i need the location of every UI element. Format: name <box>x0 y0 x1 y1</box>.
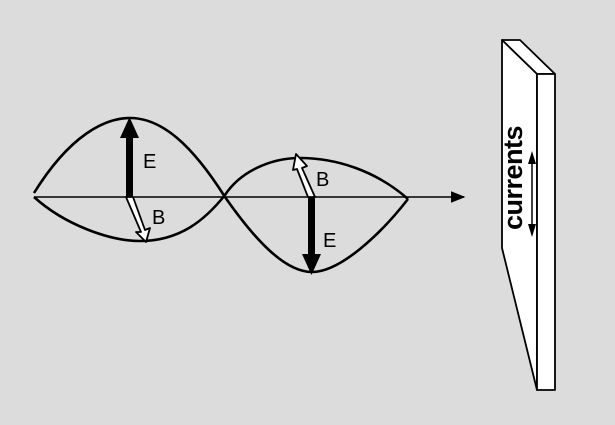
plate-side-face <box>536 73 556 391</box>
b-field-arrow-down <box>125 196 151 243</box>
e-field-label-1: E <box>143 151 156 173</box>
conducting-plate <box>501 39 556 391</box>
e-field-label-2: E <box>323 230 336 252</box>
e-field-arrow-down <box>302 197 321 275</box>
b-field-label-2: B <box>316 169 329 191</box>
b-field-label-1: B <box>152 207 165 229</box>
electric-field-wave <box>32 116 410 274</box>
current-double-arrow <box>528 151 536 237</box>
b-field-arrow-up <box>292 153 316 198</box>
currents-label: currents <box>498 126 528 230</box>
e-field-arrow-up <box>120 117 139 197</box>
magnetic-field-wave <box>33 156 409 243</box>
